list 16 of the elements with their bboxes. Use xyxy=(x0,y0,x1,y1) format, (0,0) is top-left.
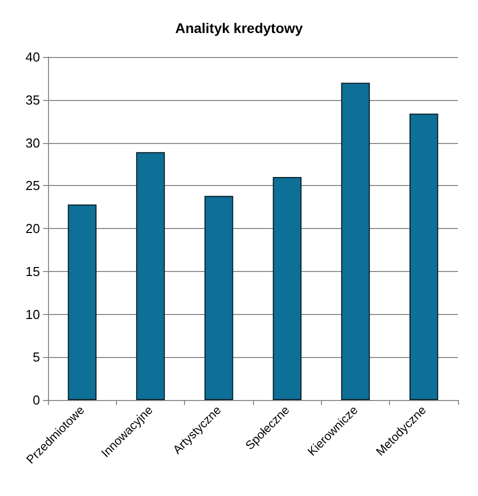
y-tick-label: 30 xyxy=(26,135,40,150)
bar xyxy=(409,114,438,400)
y-tick-label: 25 xyxy=(26,178,40,194)
y-tick-label: 20 xyxy=(26,221,40,236)
y-tick-label: 0 xyxy=(32,392,40,408)
y-tick-label: 5 xyxy=(32,350,40,365)
bar xyxy=(68,204,97,400)
bar xyxy=(204,196,234,400)
y-tick-label: 15 xyxy=(26,264,40,279)
bar xyxy=(136,152,165,400)
bar xyxy=(272,177,302,400)
y-tick-label: 10 xyxy=(26,306,40,322)
y-tick-label: 40 xyxy=(26,50,40,64)
chart-title: Analityk kredytowy xyxy=(175,20,304,36)
bar xyxy=(341,82,370,400)
y-tick-label: 35 xyxy=(26,92,40,108)
